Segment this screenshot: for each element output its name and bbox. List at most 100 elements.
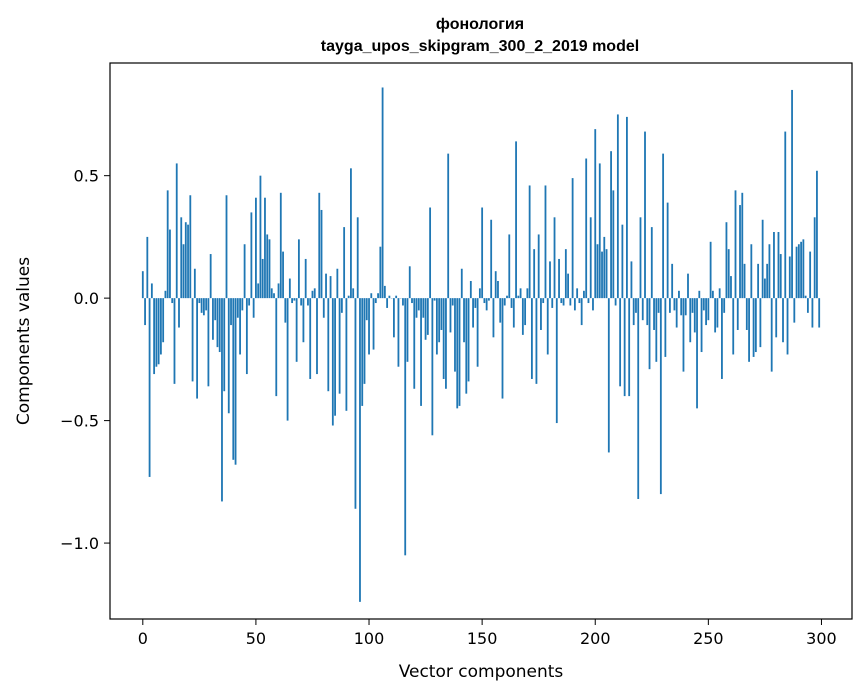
bar-28 [205,298,208,311]
bar-179 [546,298,549,355]
x-tick-label: 200 [580,629,611,648]
bar-152 [485,298,488,311]
bar-71 [302,298,305,343]
bar-213 [623,298,626,397]
bar-263 [736,298,739,330]
bar-124 [422,298,425,318]
bar-1 [144,298,146,326]
bar-48 [250,212,253,299]
bar-series [141,87,821,602]
bar-297 [813,217,816,299]
bar-36 [223,298,226,392]
bar-87 [338,298,341,394]
x-tick-label: 100 [354,629,385,648]
bar-214 [626,116,628,299]
bar-76 [313,288,316,299]
bar-19 [184,222,187,299]
bar-121 [415,298,418,318]
bar-170 [526,288,529,299]
bar-131 [438,298,441,343]
bar-289 [795,246,798,299]
bar-102 [372,298,375,350]
bar-138 [454,298,456,372]
bar-272 [757,263,760,299]
bar-205 [605,249,608,299]
bar-175 [537,234,540,299]
bar-93 [352,288,355,299]
bar-115 [402,298,404,306]
bar-178 [544,185,547,299]
bar-167 [519,288,522,299]
bar-32 [214,298,217,321]
bar-247 [700,298,703,353]
bar-11 [166,190,169,299]
bar-186 [562,298,565,306]
bar-273 [759,298,762,348]
bar-231 [664,298,667,357]
bar-299 [818,298,821,328]
bar-60 [277,283,280,299]
bar-255 [718,288,721,299]
bar-35 [221,298,223,502]
bar-9 [162,298,165,343]
bar-281 [777,232,780,299]
bar-81 [325,273,327,299]
bar-188 [567,273,569,299]
bar-219 [637,298,640,499]
bar-29 [207,298,210,387]
bar-37 [225,195,228,299]
bar-174 [535,298,538,384]
bar-282 [779,254,782,299]
plot-frame [109,62,853,620]
bar-261 [732,298,735,355]
bar-207 [610,151,612,299]
bar-30 [209,254,212,299]
bar-239 [682,298,685,372]
bar-107 [383,285,386,299]
y-tick-label: 0.5 [74,167,99,186]
bar-243 [691,298,694,313]
bar-198 [589,217,592,299]
bar-119 [411,298,413,304]
bar-160 [503,298,506,306]
bar-139 [456,298,459,409]
bar-143 [465,298,468,394]
bar-201 [596,244,599,299]
bar-142 [463,298,465,343]
bar-144 [467,298,470,382]
y-tick-label: −1.0 [60,534,99,553]
bar-193 [578,298,581,304]
bar-177 [542,298,545,304]
bar-82 [327,298,330,392]
bar-75 [311,290,314,299]
bar-5 [153,298,156,375]
bar-57 [270,288,273,299]
bar-283 [782,298,784,343]
bar-176 [540,298,542,330]
bar-34 [218,298,221,353]
bar-295 [809,251,812,299]
bar-117 [406,298,409,362]
bar-70 [300,298,303,306]
bar-211 [619,298,622,387]
bar-120 [413,298,416,389]
bar-223 [646,298,649,326]
bar-280 [775,298,778,338]
bar-217 [632,298,635,326]
bar-148 [476,298,479,367]
bar-38 [227,298,230,414]
bar-233 [668,298,671,313]
bar-197 [587,298,590,304]
bar-73 [307,298,309,306]
bar-90 [345,298,348,411]
bar-293 [804,295,807,299]
chart-subtitle: tayga_upos_skipgram_300_2_2019 model [321,38,639,55]
bar-240 [684,298,687,316]
bar-15 [175,163,178,299]
bar-183 [555,298,558,424]
bar-181 [551,298,554,308]
bar-252 [711,290,714,299]
bar-91 [347,295,350,299]
bar-284 [784,131,787,299]
